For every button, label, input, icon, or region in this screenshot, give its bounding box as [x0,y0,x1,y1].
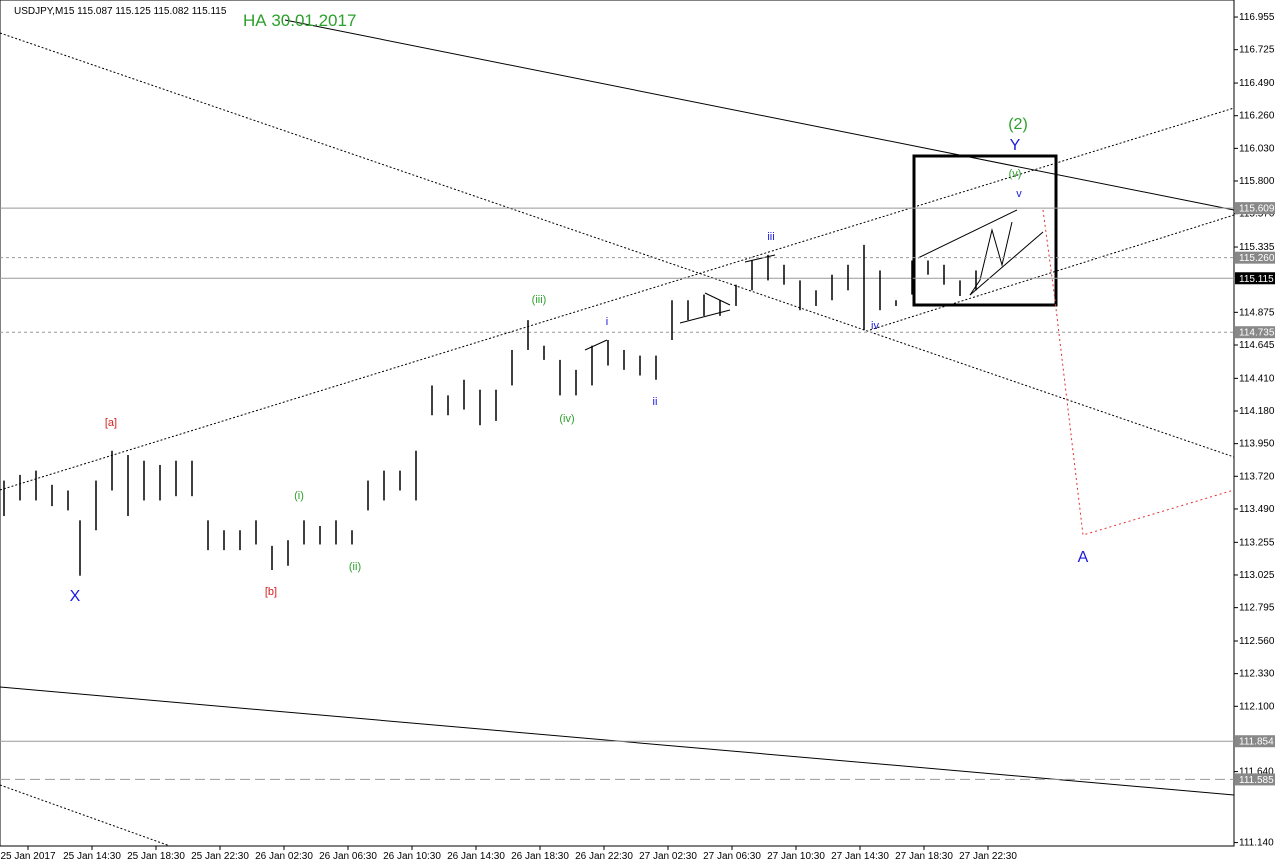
wedge-line [584,339,608,351]
y-tick-label: 113.025 [1239,570,1275,581]
wedge-line [704,292,731,306]
x-tick-label: 27 Jan 22:30 [959,851,1017,862]
wave-label: (v) [1009,168,1022,180]
y-tick-label: 112.100 [1239,701,1275,712]
x-tick-label: 26 Jan 18:30 [511,851,569,862]
drawings [0,19,1235,847]
price-label-box [1235,251,1275,264]
y-tick-label: 115.335 [1239,242,1275,253]
trendline [284,19,1235,211]
y-tick-label: 112.795 [1239,603,1275,614]
y-tick-label: 116.490 [1239,78,1275,89]
wave-label: iii [767,231,774,243]
x-tick-label: 26 Jan 02:30 [255,851,313,862]
wave-label: Y [1010,137,1021,154]
y-tick-label: 113.720 [1239,471,1275,482]
price-label: 115.609 [1239,204,1275,215]
wave-label: [a] [105,417,117,429]
price-label: 111.854 [1239,737,1274,748]
x-tick-label: 26 Jan 06:30 [319,851,377,862]
wedge-line [679,309,731,324]
x-tick-label: 26 Jan 10:30 [383,851,441,862]
wedge-line [917,209,1018,259]
x-tick-label: 25 Jan 14:30 [63,851,121,862]
y-tick-label: 114.645 [1239,340,1275,351]
header: USDJPY,M15 115.087 115.125 115.082 115.1… [14,6,227,17]
wave-label: (i) [294,490,304,502]
y-tick-label: 113.950 [1239,439,1275,450]
wave-label: (2) [1008,116,1028,133]
wave-label: X [70,588,81,605]
price-label-box [1235,773,1275,786]
trendline [0,107,1235,491]
x-tick-label: 26 Jan 22:30 [575,851,633,862]
wave-label: ii [653,396,658,408]
x-tick-label: 26 Jan 14:30 [447,851,505,862]
price-label: 115.260 [1239,253,1275,264]
annotation-title: НА 30.01.2017 [243,11,356,30]
wave-label: v [1016,188,1022,200]
x-tick-label: 27 Jan 18:30 [895,851,953,862]
wedge-line [969,231,1044,296]
price-label-box [1235,202,1275,215]
x-tick-label: 27 Jan 14:30 [831,851,889,862]
wedge-line [744,254,776,263]
price-label-box [1235,272,1275,285]
y-tick-label: 114.180 [1239,406,1275,417]
price-label: 115.115 [1239,274,1274,285]
wave-label: i [606,316,608,328]
y-tick-label: 115.570 [1239,209,1275,220]
y-tick-label: 116.030 [1239,143,1275,154]
y-tick-label: 112.330 [1239,669,1275,680]
y-tick-label: 111.140 [1239,838,1274,849]
y-tick-label: 111.640 [1239,767,1274,778]
y-tick-label: 113.490 [1239,504,1275,515]
wave-label: (iv) [559,413,574,425]
wave-label: [b] [265,586,277,598]
y-tick-label: 113.255 [1239,537,1275,548]
price-label: 114.735 [1239,328,1275,339]
y-tick-label: 116.260 [1239,111,1275,122]
wave-label: (iii) [532,294,547,306]
x-tick-label: 25 Jan 22:30 [191,851,249,862]
y-tick-label: 116.725 [1239,45,1275,56]
x-tick-label: 25 Jan 2017 [0,851,55,862]
wave-label: A [1078,549,1089,566]
wave-label: (ii) [349,561,361,573]
x-tick-label: 27 Jan 10:30 [767,851,825,862]
y-tick-label: 116.955 [1239,12,1275,23]
y-tick-label: 114.875 [1239,307,1275,318]
x-tick-label: 27 Jan 06:30 [703,851,761,862]
wave-label: iv [871,320,879,332]
x-tick-label: 27 Jan 02:30 [639,851,697,862]
target-box [912,154,1058,307]
x-tick-label: 25 Jan 18:30 [127,851,185,862]
price-label-box [1235,326,1275,339]
plot-frame [0,0,1235,847]
y-tick-label: 115.800 [1239,176,1275,187]
price-label: 111.585 [1239,775,1274,786]
y-tick-label: 112.560 [1239,636,1275,647]
projection [1042,209,1235,536]
price-label-box [1235,735,1275,748]
trendline [0,32,1235,458]
y-tick-label: 114.410 [1239,373,1275,384]
